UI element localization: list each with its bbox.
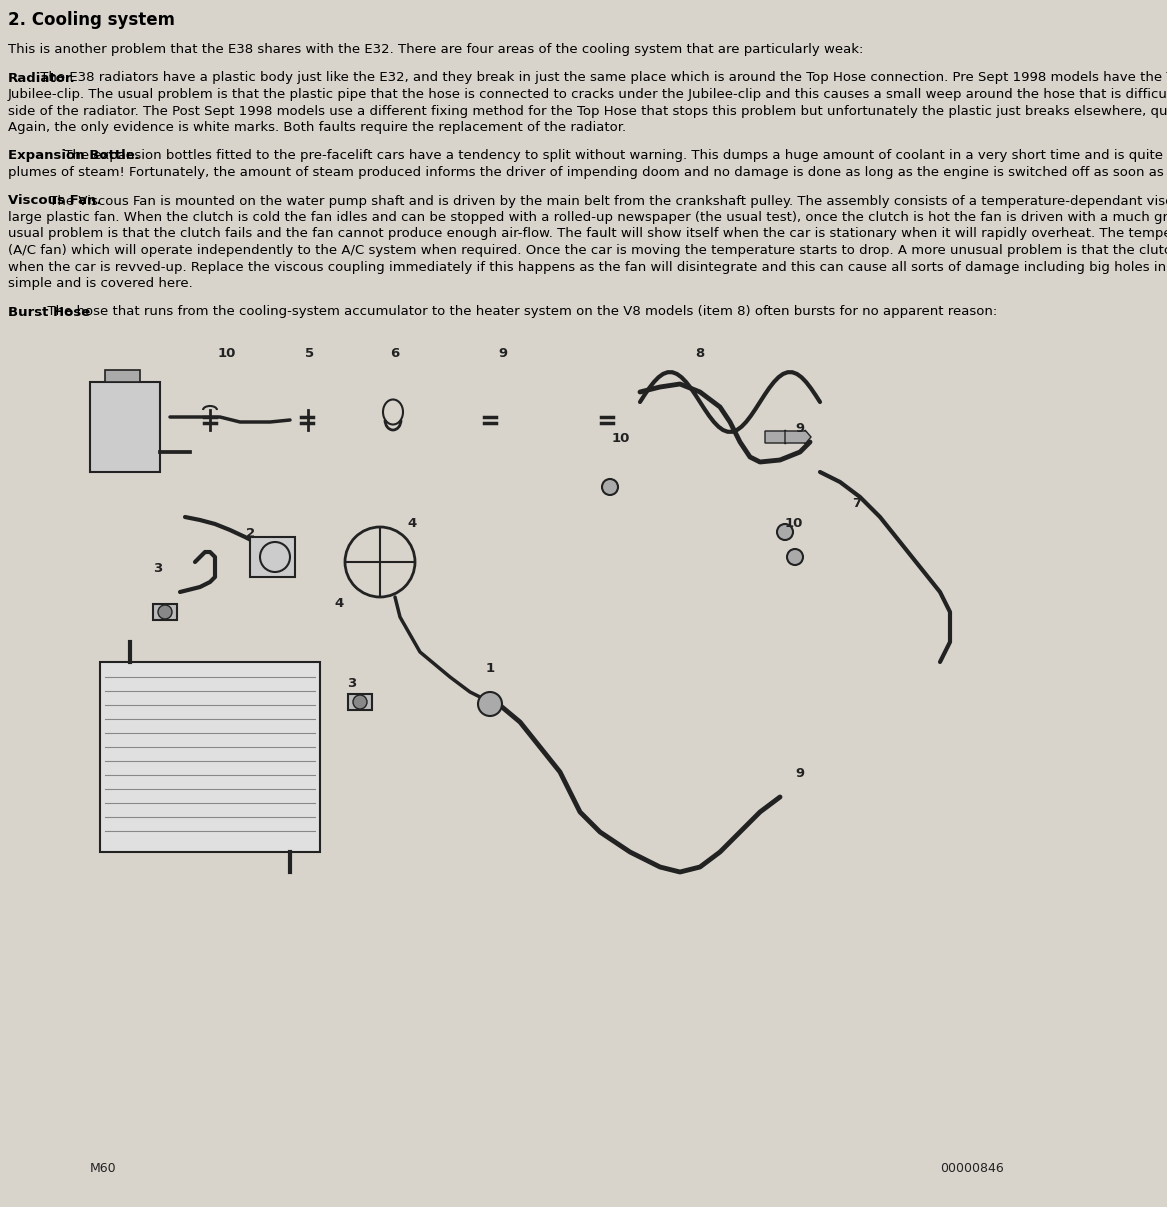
Text: 2. Cooling system: 2. Cooling system [8,11,175,29]
Circle shape [787,549,803,565]
Text: The E38 radiators have a plastic body just like the E32, and they break in just : The E38 radiators have a plastic body ju… [35,71,1167,84]
Text: large plastic fan. When the clutch is cold the fan idles and can be stopped with: large plastic fan. When the clutch is co… [8,211,1167,225]
Text: Viscous Fan.: Viscous Fan. [8,194,102,208]
FancyArrow shape [766,430,791,444]
Text: 4: 4 [407,517,417,530]
Bar [40,342,1120,1182]
Circle shape [352,695,366,709]
Text: plumes of steam! Fortunately, the amount of steam produced informs the driver of: plumes of steam! Fortunately, the amount… [8,167,1167,179]
Text: (A/C fan) which will operate independently to the A/C system when required. Once: (A/C fan) which will operate independent… [8,244,1167,257]
Text: 3: 3 [347,677,356,690]
Text: 10: 10 [218,346,237,360]
Text: 5: 5 [305,346,314,360]
Circle shape [158,605,172,619]
Text: 2: 2 [246,527,256,540]
Text: 1: 1 [485,661,495,675]
Text: simple and is covered here.: simple and is covered here. [8,276,193,290]
Text: The expansion bottles fitted to the pre-facelift cars have a tendency to split w: The expansion bottles fitted to the pre-… [60,150,1167,163]
Circle shape [602,479,619,495]
Text: 3: 3 [153,562,162,575]
Text: 9: 9 [795,422,804,435]
Bar [348,694,372,710]
Text: 10: 10 [785,517,803,530]
Bar [105,371,140,381]
Text: 6: 6 [390,346,399,360]
Text: The Viscous Fan is mounted on the water pump shaft and is driven by the main bel: The Viscous Fan is mounted on the water … [44,194,1167,208]
FancyArrow shape [785,430,811,444]
Text: Again, the only evidence is white marks. Both faults require the replacement of : Again, the only evidence is white marks.… [8,121,627,134]
Circle shape [478,692,502,716]
Text: Jubilee-clip. The usual problem is that the plastic pipe that the hose is connec: Jubilee-clip. The usual problem is that … [8,88,1167,101]
Text: Burst Hose: Burst Hose [8,305,90,319]
Text: 8: 8 [696,346,704,360]
Text: usual problem is that the clutch fails and the fan cannot produce enough air-flo: usual problem is that the clutch fails a… [8,227,1167,240]
Bar [153,604,177,620]
Text: Radiator.: Radiator. [8,71,76,84]
Text: M60: M60 [90,1162,117,1174]
Circle shape [777,524,794,540]
Text: 10: 10 [612,432,630,445]
Bar [250,537,295,577]
Text: Expansion Bottle.: Expansion Bottle. [8,150,140,163]
Text: side of the radiator. The Post Sept 1998 models use a different fixing method fo: side of the radiator. The Post Sept 1998… [8,105,1167,117]
Text: This is another problem that the E38 shares with the E32. There are four areas o: This is another problem that the E38 sha… [8,43,864,56]
Text: 9: 9 [795,766,804,780]
Bar [90,381,160,472]
Text: 4: 4 [334,597,343,610]
Text: 9: 9 [498,346,508,360]
Text: 7: 7 [852,497,861,511]
Text: . The hose that runs from the cooling-system accumulator to the heater system on: . The hose that runs from the cooling-sy… [39,305,997,319]
Text: 00000846: 00000846 [939,1162,1004,1174]
Bar [100,661,320,852]
Text: when the car is revved-up. Replace the viscous coupling immediately if this happ: when the car is revved-up. Replace the v… [8,261,1167,274]
